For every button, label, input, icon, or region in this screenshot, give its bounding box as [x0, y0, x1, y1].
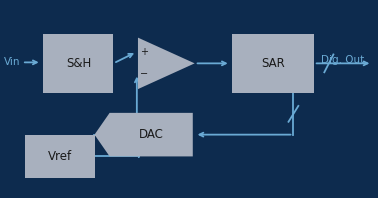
Text: SAR: SAR	[261, 57, 285, 70]
Text: DAC: DAC	[139, 128, 164, 141]
Polygon shape	[138, 38, 195, 89]
Text: Dig. Out: Dig. Out	[321, 55, 364, 65]
Text: −: −	[139, 69, 148, 79]
Bar	[43, 34, 113, 93]
Text: +: +	[139, 47, 148, 57]
Text: S&H: S&H	[66, 57, 91, 70]
Text: Vref: Vref	[48, 150, 71, 163]
Polygon shape	[94, 113, 193, 156]
Text: Vin: Vin	[4, 57, 20, 67]
Bar	[25, 135, 94, 178]
Bar	[232, 34, 314, 93]
